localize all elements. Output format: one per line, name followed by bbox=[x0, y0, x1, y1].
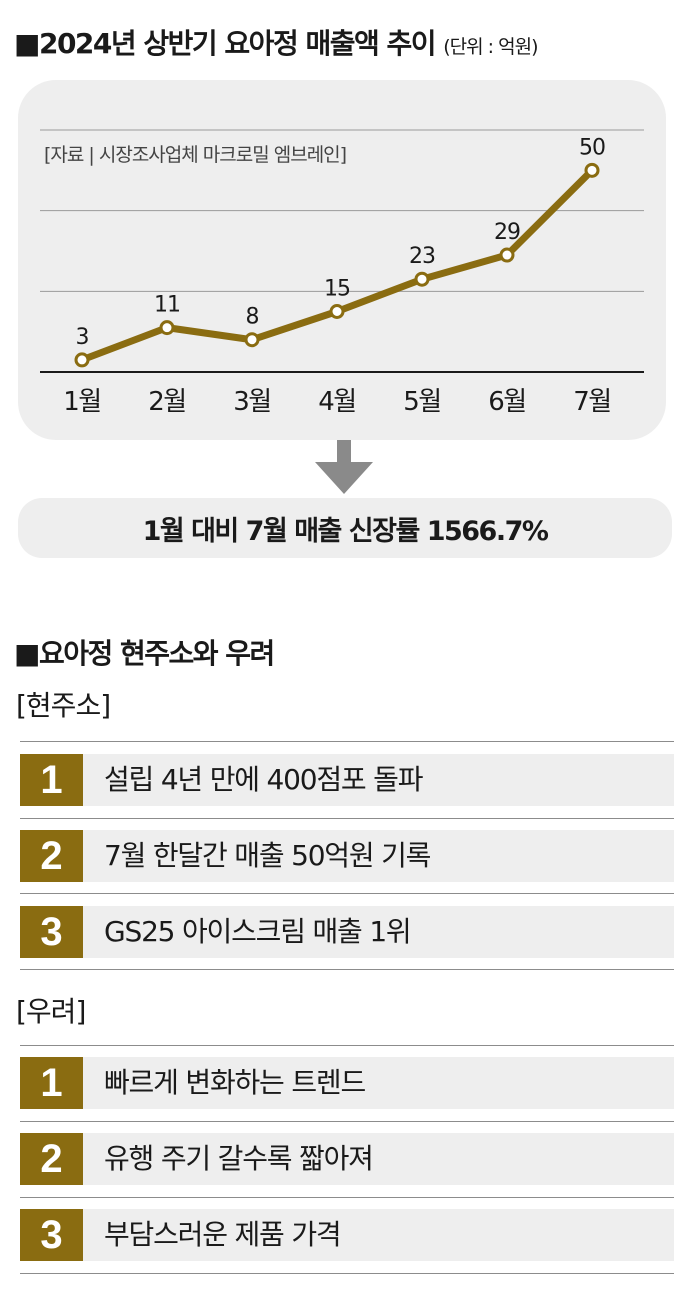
status-item-number: 2 bbox=[20, 830, 83, 882]
data-label: 15 bbox=[324, 277, 350, 302]
status-label: [현주소] bbox=[16, 689, 111, 722]
divider bbox=[20, 969, 674, 970]
section-title: ■요아정 현주소와 우려 bbox=[14, 637, 275, 670]
concern-label: [우려] bbox=[16, 995, 86, 1028]
data-label: 8 bbox=[246, 305, 259, 330]
series-line bbox=[78, 166, 596, 364]
x-tick-label: 2월 bbox=[148, 387, 185, 417]
divider bbox=[20, 1273, 674, 1274]
divider bbox=[20, 818, 674, 819]
data-point bbox=[329, 304, 345, 319]
status-item-number: 3 bbox=[20, 906, 83, 958]
chart-title-text: ■2024년 상반기 요아정 매출액 추이 bbox=[14, 27, 437, 60]
x-tick-label: 5월 bbox=[403, 387, 440, 417]
chart-title: ■2024년 상반기 요아정 매출액 추이 (단위 : 억원) bbox=[14, 22, 538, 62]
data-label: 23 bbox=[409, 244, 435, 269]
status-item-text: 설립 4년 만에 400점포 돌파 bbox=[104, 763, 424, 796]
status-item: 2 7월 한달간 매출 50억원 기록 bbox=[20, 830, 674, 882]
data-point bbox=[584, 162, 600, 178]
down-arrow-icon bbox=[337, 440, 351, 466]
growth-summary-text: 1월 대비 7월 매출 신장률 1566.7% bbox=[142, 515, 549, 547]
status-item-text: 7월 한달간 매출 50억원 기록 bbox=[104, 839, 431, 872]
x-tick-label: 1월 bbox=[63, 387, 100, 417]
growth-summary: 1월 대비 7월 매출 신장률 1566.7% bbox=[18, 498, 672, 558]
data-point bbox=[244, 332, 260, 348]
status-item: 3 GS25 아이스크림 매출 1위 bbox=[20, 906, 674, 958]
x-tick-label: 3월 bbox=[233, 387, 270, 417]
concern-item-text: 빠르게 변화하는 트렌드 bbox=[104, 1066, 366, 1099]
data-point bbox=[159, 320, 175, 336]
divider bbox=[20, 1045, 674, 1046]
divider bbox=[20, 741, 674, 742]
data-label: 29 bbox=[494, 220, 520, 245]
line-chart: [자료 | 시장조사업체 마크로밀 엠브레인] 3 11 8 15 23 29 50 1월 2… bbox=[40, 129, 644, 417]
data-point bbox=[499, 247, 515, 263]
data-label: 11 bbox=[154, 293, 180, 318]
status-item-text: GS25 아이스크림 매출 1위 bbox=[104, 915, 412, 948]
status-item-number: 1 bbox=[20, 754, 83, 806]
data-label: 50 bbox=[579, 135, 605, 160]
data-point bbox=[414, 271, 430, 287]
divider bbox=[20, 893, 674, 894]
status-item: 1 설립 4년 만에 400점포 돌파 bbox=[20, 754, 674, 806]
concern-item-text: 유행 주기 갈수록 짧아져 bbox=[104, 1142, 374, 1175]
concern-item: 1 빠르게 변화하는 트렌드 bbox=[20, 1057, 674, 1109]
divider bbox=[20, 1121, 674, 1122]
data-label: 3 bbox=[76, 325, 89, 350]
chart-panel: [자료 | 시장조사업체 마크로밀 엠브레인] 3 11 8 15 23 29 50 1월 2… bbox=[18, 80, 666, 440]
x-tick-label: 6월 bbox=[488, 387, 525, 417]
concern-item-number: 1 bbox=[20, 1057, 83, 1109]
chart-source: [자료 | 시장조사업체 마크로밀 엠브레인] bbox=[44, 144, 346, 166]
chart-unit: (단위 : 억원) bbox=[443, 36, 538, 58]
data-point bbox=[74, 352, 90, 368]
concern-item: 3 부담스러운 제품 가격 bbox=[20, 1209, 674, 1261]
down-arrow-head-icon bbox=[315, 462, 373, 494]
concern-item: 2 유행 주기 갈수록 짧아져 bbox=[20, 1133, 674, 1185]
concern-item-text: 부담스러운 제품 가격 bbox=[104, 1218, 342, 1251]
x-tick-label: 7월 bbox=[573, 387, 610, 417]
concern-item-number: 3 bbox=[20, 1209, 83, 1261]
divider bbox=[20, 1197, 674, 1198]
x-tick-label: 4월 bbox=[318, 387, 355, 417]
concern-item-number: 2 bbox=[20, 1133, 83, 1185]
